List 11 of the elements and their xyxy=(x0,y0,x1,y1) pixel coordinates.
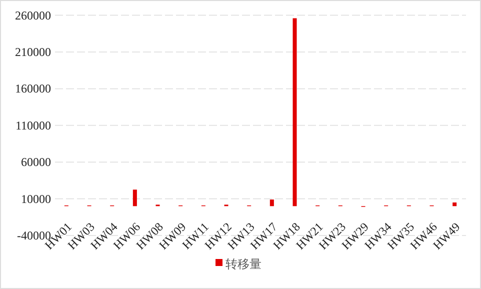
y-tick-label: 10000 xyxy=(21,192,51,206)
legend-label: 转移量 xyxy=(226,257,262,271)
bar xyxy=(452,202,457,206)
bar xyxy=(292,18,297,206)
y-tick-label: 260000 xyxy=(15,8,51,22)
y-tick-label: 60000 xyxy=(21,155,51,170)
bar xyxy=(132,190,137,206)
y-tick-label: 160000 xyxy=(15,82,51,96)
y-tick-label: 110000 xyxy=(15,118,51,132)
bar xyxy=(270,200,274,206)
y-tick-label: 210000 xyxy=(15,45,51,59)
